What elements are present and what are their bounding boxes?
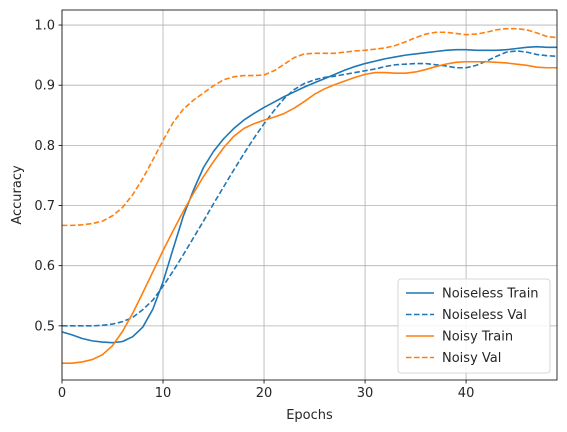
y-tick-label: 0.5 (34, 319, 55, 334)
grid (61, 10, 557, 380)
y-tick-label: 0.6 (34, 259, 55, 274)
series-line-2 (62, 60, 557, 364)
y-tick-label: 1.0 (34, 19, 55, 34)
series-line-1 (62, 50, 558, 327)
legend-box (397, 278, 551, 374)
series-line-0 (61, 45, 557, 344)
legend-label-2: Noisy Train (442, 330, 513, 345)
x-tick-label: 30 (357, 386, 374, 401)
y-tick-label: 0.9 (34, 79, 55, 94)
x-axis-label: Epochs (286, 408, 333, 423)
y-tick-label: 0.7 (34, 199, 55, 214)
y-tick-label: 0.8 (34, 139, 55, 154)
x-tick-label: 20 (256, 386, 273, 401)
y-axis-ticks: 0.5 0.6 0.7 0.8 0.9 1.0 (34, 19, 62, 334)
plot-frame (61, 9, 558, 381)
legend-label-3: Noisy Val (442, 351, 501, 366)
y-axis-label: Accuracy (10, 165, 25, 225)
legend-label-0: Noiseless Train (442, 287, 539, 302)
series-lines (61, 27, 558, 364)
x-tick-label: 0 (58, 386, 66, 401)
series-line-3 (62, 27, 558, 227)
x-tick-label: 40 (458, 386, 475, 401)
legend: Noiseless Train Noiseless Val Noisy Train N… (397, 278, 551, 374)
x-axis-ticks: 0 10 20 30 40 (58, 380, 474, 401)
legend-label-1: Noiseless Val (442, 308, 527, 323)
x-tick-label: 10 (155, 386, 172, 401)
